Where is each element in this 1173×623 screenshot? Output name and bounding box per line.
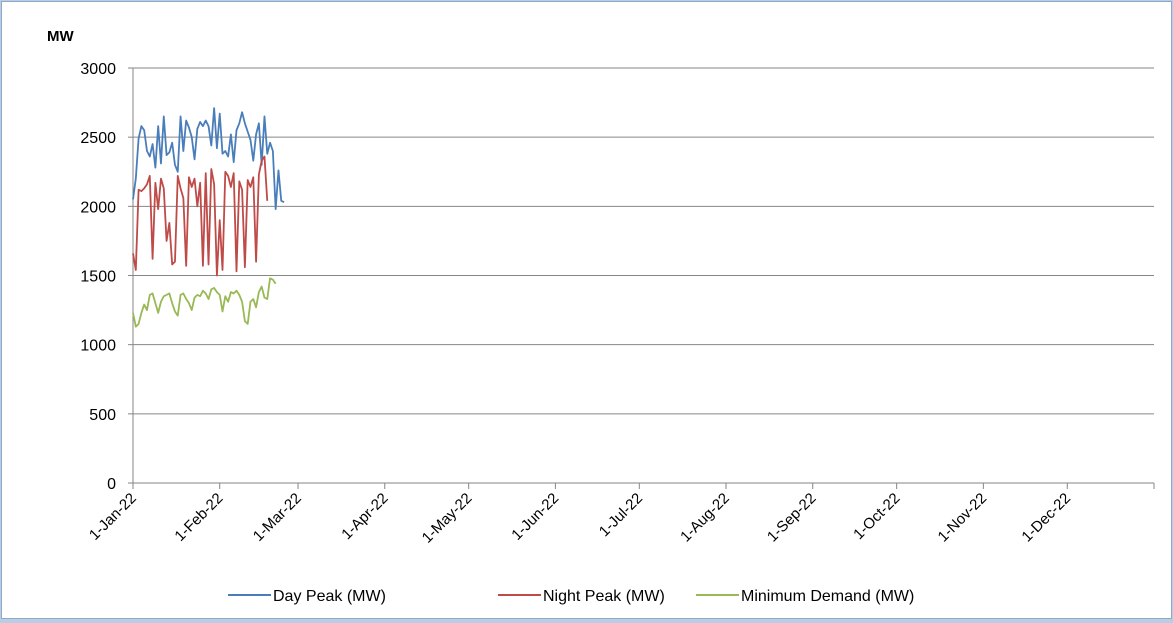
x-tick-label: 1-Jul-22 (596, 490, 646, 540)
series-line (132, 277, 277, 328)
x-tick-label: 1-Sep-22 (764, 490, 820, 546)
legend-label: Minimum Demand (MW) (741, 588, 914, 605)
x-tick-label: 1-Dec-22 (1018, 490, 1074, 546)
y-axis-label: MW (47, 28, 74, 45)
x-tick-label: 1-Apr-22 (338, 490, 391, 543)
x-tick-label: 1-Oct-22 (850, 490, 903, 543)
y-tick-label: 3000 (80, 61, 116, 78)
grid-layer (133, 67, 1154, 484)
x-tick-label: 1-May-22 (419, 490, 476, 547)
y-tick-label: 2500 (80, 130, 116, 147)
x-tick-label: 1-Mar-22 (250, 490, 305, 545)
y-tick-label: 2000 (80, 199, 116, 216)
legend-label: Night Peak (MW) (543, 588, 665, 605)
x-tick-label: 1-Aug-22 (677, 490, 733, 546)
legend: Day Peak (MW) Night Peak (MW) Minimum Dema… (228, 588, 914, 605)
y-tick-label: 0 (107, 476, 116, 493)
y-tick-label: 1000 (80, 338, 116, 355)
y-tick-label: 1500 (80, 269, 116, 286)
x-tick-label: 1-Nov-22 (935, 490, 991, 546)
legend-label: Day Peak (MW) (273, 588, 386, 605)
series-layer (132, 107, 285, 328)
x-tick-label: 1-Feb-22 (171, 490, 226, 545)
axis-layer: 0 500 1000 1500 2000 2500 3000 1-Jan-22 1-Feb-22… (80, 61, 1155, 547)
series-line (132, 155, 269, 277)
y-tick-label: 500 (89, 407, 116, 424)
series-line (132, 107, 285, 211)
x-tick-label: 1-Jan-22 (86, 490, 140, 544)
x-tick-label: 1-Jun-22 (508, 490, 562, 544)
